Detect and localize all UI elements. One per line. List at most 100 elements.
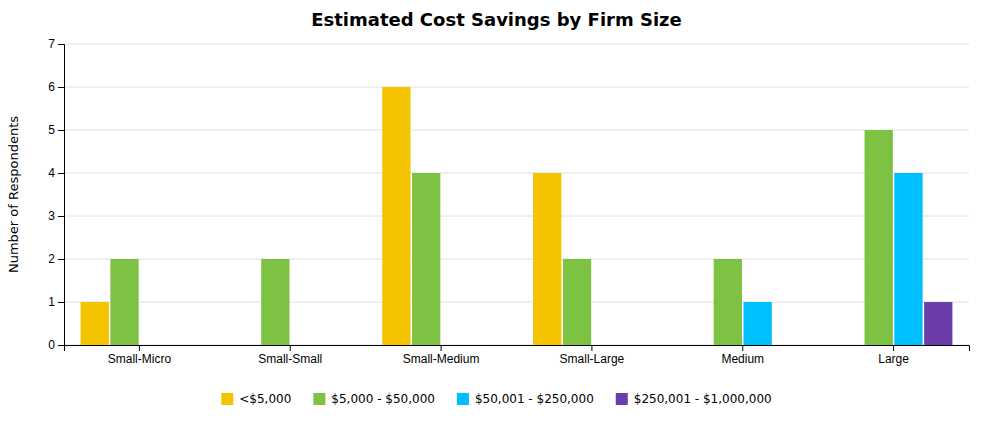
bar [865, 130, 893, 345]
bar [321, 345, 349, 346]
bar [622, 345, 650, 346]
bar [442, 345, 470, 346]
legend-label: <$5,000 [239, 392, 291, 406]
bar [261, 259, 289, 345]
y-tick: 5 [48, 123, 64, 137]
bar [170, 345, 198, 346]
bar [684, 345, 712, 346]
bar [412, 173, 440, 345]
bar [110, 259, 138, 345]
plot-area: 0 1 2 3 4 5 6 7 Small-Micro Small-Small Small-Medi… [48, 37, 969, 365]
x-tick-label: Large [878, 352, 909, 366]
x-tick: Small-Large [560, 345, 625, 366]
grid-line [64, 216, 969, 217]
x-tick-label: Small-Small [258, 352, 322, 366]
bar [472, 345, 500, 346]
bar [382, 87, 410, 345]
bar [140, 345, 168, 346]
grid [64, 44, 969, 345]
y-tick-mark [58, 130, 64, 131]
x-tick-mark [139, 345, 140, 351]
y-tick-label: 1 [48, 295, 55, 309]
y-tick-label: 2 [48, 252, 55, 266]
y-tick-mark [58, 173, 64, 174]
y-tick-label: 0 [48, 338, 55, 352]
x-tick-mark [893, 345, 894, 351]
y-axis-line [58, 45, 65, 346]
y-axis: 0 1 2 3 4 5 6 7 [48, 37, 64, 352]
bar [533, 173, 561, 345]
y-tick: 0 [48, 338, 64, 352]
legend-item: $50,001 - $250,000 [457, 392, 594, 406]
y-tick: 4 [48, 166, 64, 180]
x-tick-label: Small-Medium [403, 352, 480, 366]
bar [593, 345, 621, 346]
x-tick-label: Small-Large [560, 352, 625, 366]
y-tick-mark [58, 216, 64, 217]
bar [81, 302, 109, 345]
legend-item: <$5,000 [221, 392, 291, 406]
y-tick-label: 7 [48, 37, 55, 51]
grid-line [64, 44, 969, 45]
legend-swatch [221, 393, 233, 405]
legend-swatch [313, 393, 325, 405]
x-tick-label: Medium [721, 352, 764, 366]
title: Estimated Cost Savings by Firm Size [311, 9, 682, 30]
legend: <$5,000 $5,000 - $50,000 $50,001 - $250,00… [221, 392, 771, 406]
bar [743, 302, 771, 345]
legend-swatch [616, 393, 628, 405]
y-tick: 1 [48, 295, 64, 309]
legend-label: $5,000 - $50,000 [331, 392, 435, 406]
grid-line [64, 259, 969, 260]
grid-line [64, 130, 969, 131]
x-axis-line [65, 346, 970, 352]
bar-series [743, 173, 922, 345]
y-tick-mark [58, 259, 64, 260]
legend-label: $50,001 - $250,000 [475, 392, 594, 406]
y-tick: 3 [48, 209, 64, 223]
y-tick-label: 5 [48, 123, 55, 137]
x-tick-mark [441, 345, 442, 351]
y-tick-label: 4 [48, 166, 55, 180]
bar [894, 173, 922, 345]
y-tick-mark [58, 87, 64, 88]
legend-item: $250,001 - $1,000,000 [616, 392, 772, 406]
bar [563, 259, 591, 345]
x-tick: Small-Small [258, 345, 322, 366]
x-tick: Small-Medium [403, 345, 480, 366]
bar-series [110, 130, 892, 345]
x-tick: Large [878, 345, 909, 366]
grid-line [64, 302, 969, 303]
legend-swatch [457, 393, 469, 405]
y-tick-label: 6 [48, 80, 55, 94]
x-axis: Small-Micro Small-Small Small-Medium Small-… [65, 345, 970, 366]
bar [773, 345, 801, 346]
bar [924, 302, 952, 345]
y-tick: 6 [48, 80, 64, 94]
y-tick-mark [58, 44, 64, 45]
x-tick-mark [742, 345, 743, 351]
y-tick: 7 [48, 37, 64, 51]
x-tick-mark [591, 345, 592, 351]
bar [291, 345, 319, 346]
bar-series [81, 87, 562, 345]
x-tick-label: Small-Micro [108, 352, 172, 366]
bar [231, 345, 259, 346]
chart: 0 1 2 3 4 5 6 7 Small-Micro Small-Small Small-Medi… [0, 0, 993, 423]
y-tick-mark [58, 302, 64, 303]
legend-label: $250,001 - $1,000,000 [634, 392, 772, 406]
x-tick-mark [290, 345, 291, 351]
y-tick-mark [58, 345, 64, 346]
bars [81, 87, 953, 345]
bar-series [924, 302, 952, 345]
grid-line [64, 87, 969, 88]
x-tick: Medium [721, 345, 764, 366]
bar [714, 259, 742, 345]
x-tick: Small-Micro [108, 345, 172, 366]
y-tick: 2 [48, 252, 64, 266]
y-axis-title: Number of Respondents [6, 116, 21, 273]
bar [835, 345, 863, 346]
legend-item: $5,000 - $50,000 [313, 392, 435, 406]
grid-line [64, 173, 969, 174]
y-tick-label: 3 [48, 209, 55, 223]
